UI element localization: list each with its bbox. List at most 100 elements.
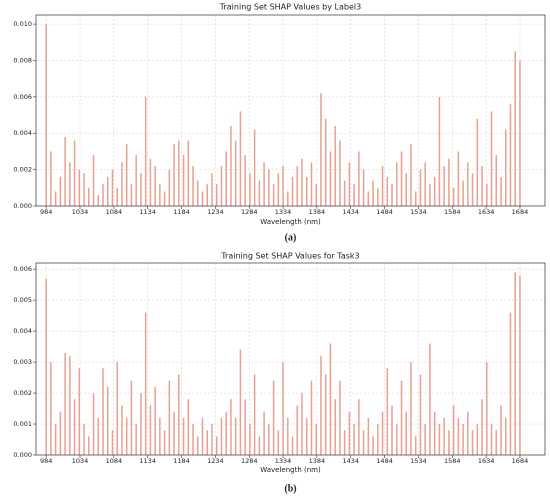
bar (258, 180, 261, 206)
bar (476, 118, 479, 206)
bar (414, 191, 417, 206)
bar (424, 424, 426, 455)
bar (329, 343, 332, 455)
bar (381, 165, 384, 206)
bar (45, 24, 47, 206)
bar (509, 104, 512, 206)
bar (315, 184, 317, 206)
x-tick-label: 1284 (241, 208, 258, 216)
bar (410, 144, 412, 206)
bar (296, 165, 299, 206)
bar (173, 411, 175, 455)
bar (220, 417, 223, 455)
bar (282, 165, 284, 206)
bar (83, 424, 85, 455)
bar (324, 118, 327, 206)
caption: (b) (284, 483, 296, 494)
bar (154, 386, 156, 455)
bar (97, 417, 100, 455)
bar (211, 173, 213, 206)
x-tick-label: 1034 (72, 208, 89, 216)
bar (486, 362, 488, 455)
bar (102, 184, 104, 206)
bar (500, 405, 502, 455)
bar (334, 125, 336, 206)
bar (372, 180, 374, 206)
x-tick-label: 1634 (478, 208, 495, 216)
bar (514, 51, 516, 206)
x-tick-label: 1034 (72, 457, 89, 465)
bar (149, 405, 152, 455)
bar (225, 411, 227, 455)
bar (504, 417, 507, 455)
x-tick-label: 1684 (512, 457, 529, 465)
bar (201, 417, 204, 455)
bar (268, 424, 270, 455)
bar (396, 424, 398, 455)
bar (54, 424, 57, 455)
bar (429, 184, 431, 206)
x-axis-label: Wavelength (nm) (260, 466, 321, 474)
bar (490, 424, 493, 455)
bar (471, 173, 474, 206)
bar (187, 140, 190, 206)
bar (362, 430, 365, 455)
bar (220, 165, 223, 206)
bar (116, 187, 118, 206)
x-tick-label: 1434 (342, 457, 359, 465)
bar (490, 111, 493, 206)
bar (140, 173, 142, 206)
bar (50, 362, 52, 455)
bar (500, 176, 502, 206)
bar (372, 436, 374, 455)
bar (320, 93, 322, 206)
bar (130, 184, 133, 206)
bar (225, 151, 227, 206)
bar (130, 380, 133, 455)
bar (163, 191, 166, 206)
bar (88, 187, 90, 206)
y-tick-label: 0.006 (13, 265, 32, 273)
bar (348, 162, 351, 206)
bar (386, 368, 389, 455)
bar (234, 140, 237, 206)
bar (305, 417, 308, 455)
bar (343, 430, 346, 455)
bar (438, 96, 441, 206)
bar (88, 436, 90, 455)
bar (495, 430, 498, 455)
x-tick-label: 984 (40, 457, 52, 465)
bar (348, 411, 351, 455)
y-tick-label: 0.000 (13, 202, 32, 210)
bar (305, 176, 308, 206)
bar (481, 399, 483, 455)
y-tick-label: 0.010 (13, 20, 32, 28)
x-tick-label: 1484 (376, 208, 393, 216)
bar (201, 191, 204, 206)
x-tick-label: 1384 (309, 208, 326, 216)
bar (377, 187, 379, 206)
bar (452, 187, 455, 206)
x-tick-label: 1334 (275, 208, 292, 216)
plot-frame (35, 14, 546, 207)
y-tick-label: 0.005 (13, 296, 32, 304)
y-tick-label: 0.001 (13, 420, 32, 428)
bar (168, 169, 171, 206)
bar (481, 165, 483, 206)
bar (414, 436, 417, 455)
bar (443, 165, 445, 206)
bar (410, 362, 412, 455)
bar (45, 278, 47, 455)
x-tick-label: 1584 (444, 208, 461, 216)
y-tick-label: 0.008 (13, 56, 32, 64)
bar (230, 125, 232, 206)
bar (97, 195, 100, 206)
x-axis-label: Wavelength (nm) (260, 218, 321, 226)
bar (391, 184, 393, 206)
bar (471, 430, 474, 455)
bar (452, 405, 455, 455)
bar (140, 393, 142, 455)
x-tick-label: 1134 (139, 457, 156, 465)
bar (50, 151, 52, 206)
